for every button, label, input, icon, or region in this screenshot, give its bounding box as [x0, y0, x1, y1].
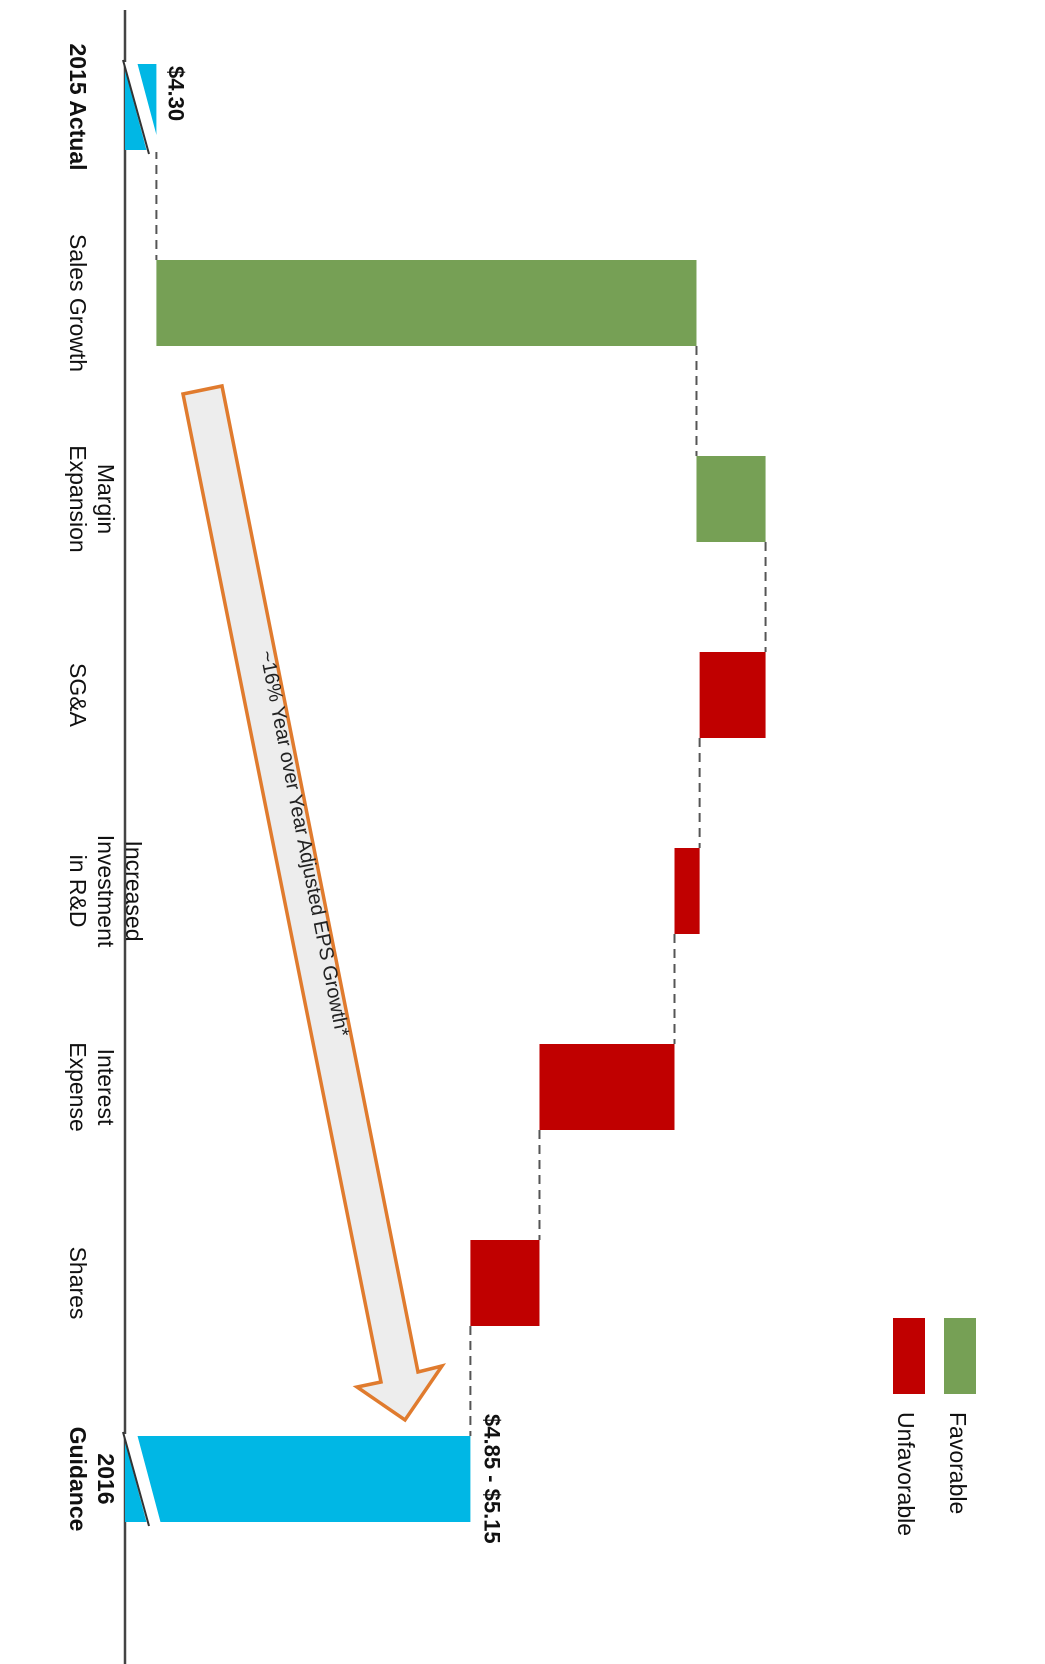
annotation-arrow — [180, 383, 447, 1423]
category-label-0: 2015 Actual — [65, 44, 91, 171]
category-label-7: 2016Guidance — [65, 1427, 119, 1532]
category-label-6: Shares — [65, 1247, 91, 1320]
legend-swatch-unfavorable — [893, 1318, 925, 1394]
axis-break-0 — [123, 62, 161, 152]
bar-5 — [539, 1044, 675, 1130]
axis-break-7 — [123, 1434, 161, 1524]
bar-1 — [156, 260, 697, 346]
axis-break-line-0 — [122, 59, 150, 155]
bar-7 — [125, 1436, 471, 1522]
bar-4 — [674, 848, 700, 934]
legend-label-favorable: Favorable — [945, 1412, 971, 1514]
legend-label-unfavorable: Unfavorable — [893, 1412, 919, 1536]
bar-2 — [696, 456, 766, 542]
axis-break-line-7 — [122, 1431, 150, 1527]
category-label-5: InterestExpense — [65, 1042, 119, 1132]
data-label-first: $4.30 — [163, 66, 188, 121]
category-label-1: Sales Growth — [65, 234, 91, 372]
category-label-4: IncreasedInvestmentin R&D — [65, 835, 147, 948]
category-label-2: MarginExpansion — [65, 445, 119, 552]
bar-3 — [699, 652, 766, 738]
data-label-last: $4.85 - $5.15 — [479, 1414, 504, 1544]
category-label-3: SG&A — [65, 663, 91, 728]
legend-swatch-favorable — [944, 1318, 976, 1394]
bar-6 — [470, 1240, 540, 1326]
